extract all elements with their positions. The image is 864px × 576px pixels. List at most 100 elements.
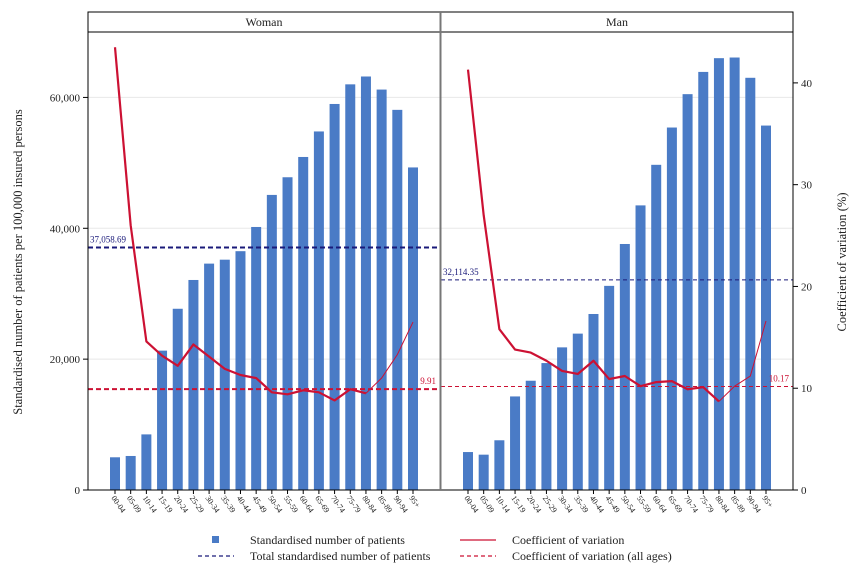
legend: Standardised number of patients Total st… [0,530,864,570]
x-tick-label-woman-25-29: 25-29 [188,494,206,514]
bar-woman-80-84 [360,76,371,491]
bar-woman-00-04 [110,457,120,490]
bar-man-50-54 [619,243,630,490]
y-right-tick-label-1: 10 [801,383,813,395]
x-tick-label-woman-90-94: 90-94 [392,494,410,514]
y-right-tick-label-4: 40 [801,78,813,90]
bar-woman-30-34 [204,263,215,490]
bar-woman-35-39 [219,259,230,490]
legend-swatch-cv-all [460,555,496,557]
bar-woman-90-94 [392,109,403,491]
bar-man-75-79 [698,71,709,490]
legend-swatch-cv [460,539,496,541]
bar-man-20-24 [525,380,536,490]
bar-woman-55-59 [282,177,293,490]
x-tick-label-woman-20-24: 20-24 [172,494,190,514]
y-left-tick-label-1: 20,000 [50,354,81,366]
bar-woman-50-54 [266,194,277,490]
x-tick-label-man-90-94: 90-94 [745,494,763,514]
x-tick-label-man-00-04: 00-04 [462,494,480,514]
legend-label-total: Total standardised number of patients [250,549,431,563]
bar-woman-05-09 [125,455,136,490]
bar-woman-75-79 [345,84,356,490]
x-tick-label-man-25-29: 25-29 [541,494,559,514]
panel-title-woman: Woman [245,15,282,29]
x-tick-label-man-10-14: 10-14 [494,494,512,514]
bar-woman-15-19 [157,350,168,490]
x-tick-label-woman-50-54: 50-54 [266,494,284,514]
x-tick-label-man-30-34: 30-34 [556,494,574,514]
x-tick-label-woman-00-04: 00-04 [109,494,127,514]
bar-man-35-39 [572,333,583,490]
y-right-tick-label-0: 0 [801,485,807,497]
legend-swatch-bars [212,536,219,543]
bar-man-30-34 [557,347,568,490]
x-tick-label-woman-65-69: 65-69 [313,494,331,514]
total-label-man: 32,114.35 [443,267,479,277]
bar-man-55-59 [635,205,646,490]
x-tick-label-woman-35-39: 35-39 [219,494,237,514]
bar-man-65-69 [666,127,677,491]
x-tick-label-woman-75-79: 75-79 [345,494,363,514]
bar-woman-45-49 [251,226,262,490]
bar-man-15-19 [510,396,521,490]
x-tick-label-man-70-74: 70-74 [682,494,700,514]
bar-woman-10-14 [141,434,152,490]
bar-man-40-44 [588,313,599,490]
bar-man-05-09 [478,454,489,490]
bar-man-95+ [761,125,771,490]
x-tick-label-woman-70-74: 70-74 [329,494,347,514]
legend-label-cv-all: Coefficient of variation (all ages) [512,549,672,563]
bar-man-60-64 [651,164,662,490]
bar-woman-60-64 [298,156,309,490]
x-tick-label-man-85-89: 85-89 [729,494,747,514]
x-tick-label-man-75-79: 75-79 [698,494,716,514]
x-tick-label-woman-60-64: 60-64 [298,494,316,514]
bar-man-45-49 [604,285,615,490]
bar-man-85-89 [729,57,740,490]
x-tick-label-woman-45-49: 45-49 [251,494,269,514]
bar-man-80-84 [713,58,724,491]
x-tick-label-woman-05-09: 05-09 [125,494,143,514]
chart-canvas: Woman Man 37,058.69 32,114.35 9.91 10.17 0 20,0… [11,11,849,514]
legend-label-bars: Standardised number of patients [250,533,405,547]
x-tick-label-woman-40-44: 40-44 [235,494,253,514]
y-right-axis-title: Coefficient of variation (%) [835,193,849,332]
x-tick-label-man-55-59: 55-59 [635,494,653,514]
cv-line-tail-woman [365,321,414,394]
cv-all-label-woman: 9.91 [420,376,436,386]
cv-all-label-man: 10.17 [769,373,790,383]
panel-frame-woman [87,31,441,491]
y-right-tick-label-3: 30 [801,180,813,192]
legend-swatch-total [198,555,234,557]
panel-title-man: Man [606,15,628,29]
bar-woman-70-74 [329,103,340,490]
x-tick-label-man-15-19: 15-19 [509,494,527,514]
bar-man-25-29 [541,363,552,490]
x-tick-label-woman-30-34: 30-34 [203,494,221,514]
x-tick-label-man-60-64: 60-64 [651,494,669,514]
total-label-woman: 37,058.69 [90,235,127,245]
x-tick-label-man-50-54: 50-54 [619,494,637,514]
x-tick-label-woman-85-89: 85-89 [376,494,394,514]
y-left-tick-label-3: 60,000 [50,92,81,104]
y-left-tick-label-0: 0 [75,485,81,497]
x-tick-label-man-80-84: 80-84 [713,494,731,514]
bar-woman-20-24 [172,308,183,490]
x-tick-label-man-45-49: 45-49 [604,494,622,514]
bar-woman-25-29 [188,279,199,490]
x-tick-label-woman-10-14: 10-14 [141,494,159,514]
x-tick-label-woman-80-84: 80-84 [360,494,378,514]
x-tick-label-man-35-39: 35-39 [572,494,590,514]
y-left-axis-title: Standardised number of patients per 100,… [11,109,25,415]
bar-woman-65-69 [313,131,324,491]
bar-woman-85-89 [376,89,387,490]
bar-man-00-04 [463,452,473,490]
bar-man-10-14 [494,440,505,490]
cv-line-man [466,69,720,403]
legend-label-cv: Coefficient of variation [512,533,625,547]
x-tick-label-man-05-09: 05-09 [478,494,496,514]
x-tick-label-woman-55-59: 55-59 [282,494,300,514]
cv-line-tail-man [718,320,767,402]
x-tick-label-man-40-44: 40-44 [588,494,606,514]
